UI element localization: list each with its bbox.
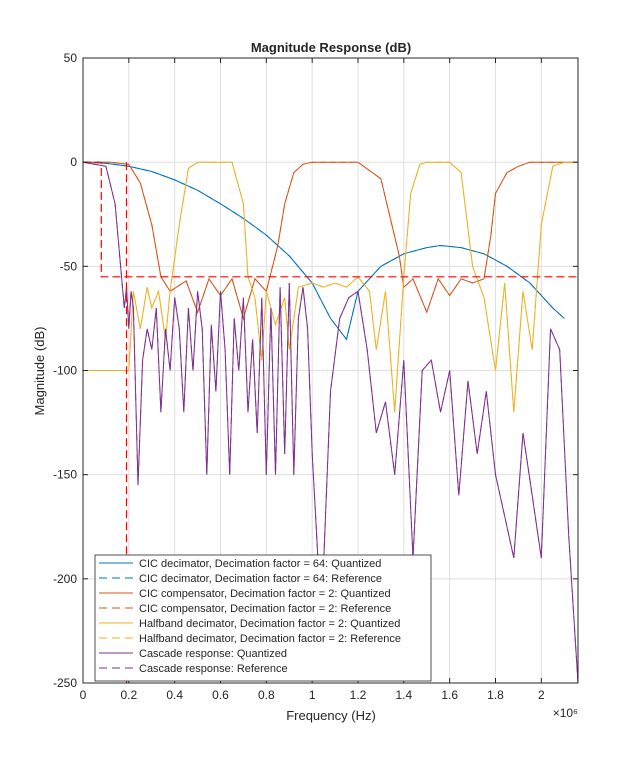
x-exponent-label: ×10⁶	[553, 706, 578, 720]
legend-label: CIC decimator, Decimation factor = 64: R…	[139, 573, 382, 585]
y-tick-label: -250	[53, 676, 77, 690]
x-tick-label: 1.4	[395, 688, 412, 702]
y-tick-label: -50	[60, 259, 78, 273]
x-tick-label: 2	[538, 688, 545, 702]
y-axis-title: Magnitude (dB)	[32, 327, 47, 416]
series-group	[83, 161, 578, 683]
legend-label: Halfband decimator, Decimation factor = …	[139, 633, 401, 645]
legend-label: CIC decimator, Decimation factor = 64: Q…	[139, 558, 381, 570]
x-tick-label: 1.6	[441, 688, 458, 702]
legend-label: CIC compensator, Decimation factor = 2: …	[139, 603, 391, 615]
x-tick-label: 0.2	[120, 688, 137, 702]
legend-label: Halfband decimator, Decimation factor = …	[139, 618, 400, 630]
legend: CIC decimator, Decimation factor = 64: Q…	[94, 554, 432, 682]
y-tick-label: 50	[64, 51, 78, 65]
x-tick-label: 1.8	[487, 688, 504, 702]
series-line-halfband-reference	[83, 161, 578, 413]
mask-line	[83, 161, 578, 278]
y-tick-label: 0	[70, 155, 77, 169]
x-tick-label: 0.8	[258, 688, 275, 702]
y-tick-label: -150	[53, 468, 77, 482]
y-tick-label: -100	[53, 364, 77, 378]
y-tick-label: -200	[53, 572, 77, 586]
x-axis-title: Frequency (Hz)	[286, 708, 376, 723]
x-tick-label: 0.6	[212, 688, 229, 702]
legend-label: Cascade response: Reference	[139, 663, 288, 675]
tick-layer: 0 0.2 0.4 0.6 0.8 1 1.2 1.4 1.6 1.8 2 50 0 -50 -100 -15…	[53, 51, 578, 702]
series-line-compensator-quantized	[83, 161, 578, 321]
x-tick-label: 1.2	[350, 688, 367, 702]
x-tick-label: 1	[309, 688, 316, 702]
x-tick-label: 0.4	[166, 688, 183, 702]
x-tick-label: 0	[80, 688, 87, 702]
legend-label: CIC compensator, Decimation factor = 2: …	[139, 588, 391, 600]
series-line-cascade-reference	[83, 161, 578, 683]
legend-label: Cascade response: Quantized	[139, 648, 287, 660]
legend-box	[94, 554, 432, 682]
chart-title: Magnitude Response (dB)	[251, 40, 411, 55]
series-layer	[83, 161, 578, 683]
